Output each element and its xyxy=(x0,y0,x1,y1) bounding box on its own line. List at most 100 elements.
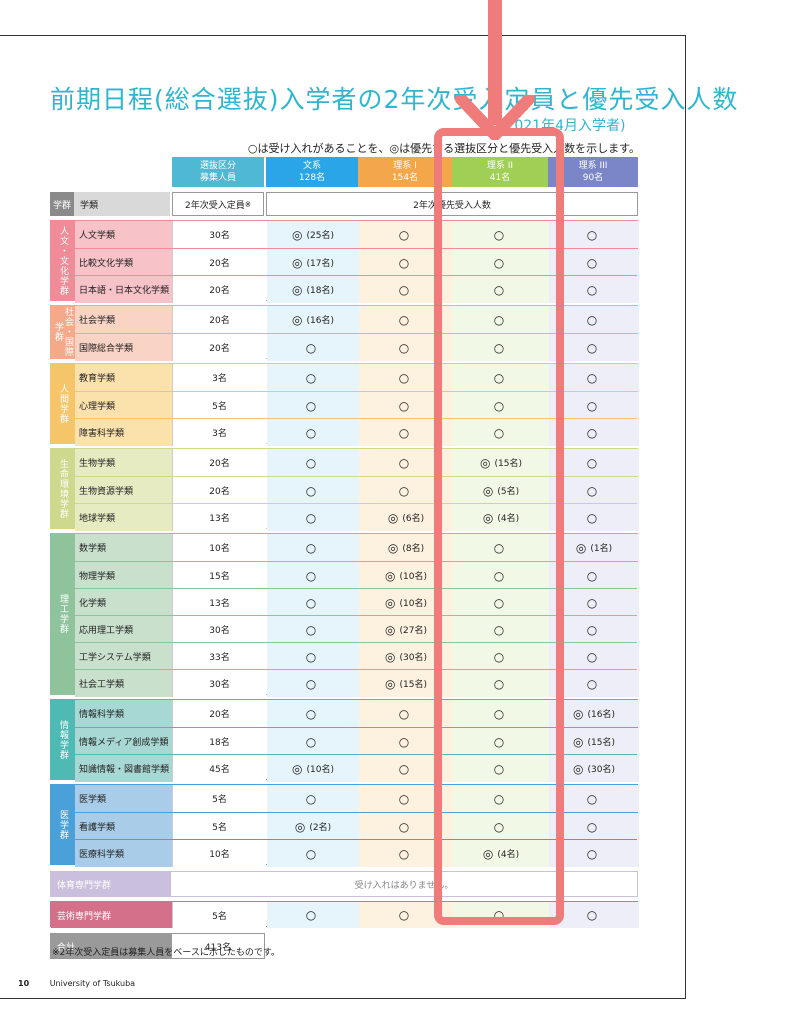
row-capacity: 13名 xyxy=(172,589,266,616)
column-bg xyxy=(267,785,359,812)
column-bg xyxy=(453,306,549,333)
priority-cell: ○ xyxy=(453,276,549,303)
header-capacity: 2年次受入定員 ※ xyxy=(172,192,264,216)
priority-symbol: ◎ xyxy=(292,761,303,776)
priority-cell: ○ xyxy=(267,334,359,361)
row-capacity: 3名 xyxy=(172,419,266,446)
priority-cell: ◎ (4名) xyxy=(453,840,549,867)
priority-cell: ○ xyxy=(359,334,453,361)
priority-symbol: ○ xyxy=(398,370,410,385)
priority-symbol: ○ xyxy=(398,227,410,242)
priority-symbol: ◎ xyxy=(480,455,491,470)
priority-symbol: ○ xyxy=(586,622,598,637)
column-bg xyxy=(549,449,639,476)
priority-label: 2年次優先受入人数 xyxy=(413,200,491,211)
priority-symbol: ○ xyxy=(305,622,317,637)
column-bg xyxy=(267,616,359,643)
priority-cell: ○ xyxy=(453,670,549,697)
priority-cell: ○ xyxy=(267,504,359,531)
priority-symbol: ○ xyxy=(493,706,505,721)
header-column-name: 文系 xyxy=(302,161,321,171)
priority-cell: ○ xyxy=(549,562,639,589)
priority-cell: ○ xyxy=(359,840,453,867)
priority-cell: ○ xyxy=(267,392,359,419)
gakugun-label: 学群 xyxy=(50,192,74,216)
group-taiiku: 体育専門学群 受け入れはありません。 xyxy=(50,871,638,897)
priority-cell: ○ xyxy=(359,477,453,504)
priority-symbol: ○ xyxy=(398,761,410,776)
column-bg xyxy=(267,643,359,670)
priority-count: (10名) xyxy=(306,765,334,775)
group-label: 情報学群 xyxy=(51,700,75,779)
priority-symbol: ○ xyxy=(398,846,410,861)
column-bg xyxy=(267,477,359,504)
row-capacity: 20名 xyxy=(172,700,266,727)
row-name: 社会学類 xyxy=(75,306,172,333)
priority-symbol: ◎ xyxy=(292,255,303,270)
priority-symbol: ◎ xyxy=(385,676,396,691)
priority-symbol: ○ xyxy=(398,340,410,355)
org-name: University of Tsukuba xyxy=(49,979,136,988)
priority-symbol: ○ xyxy=(398,255,410,270)
priority-symbol: ○ xyxy=(305,370,317,385)
column-bg xyxy=(267,334,359,361)
column-bg xyxy=(267,449,359,476)
page-title: 前期日程(総合選抜)入学者の2年次受入定員と優先受入人数 xyxy=(50,85,739,114)
priority-symbol: ○ xyxy=(586,676,598,691)
priority-cell: ○ xyxy=(549,616,639,643)
row-capacity: 15名 xyxy=(172,562,266,589)
priority-symbol: ◎ xyxy=(292,282,303,297)
row-capacity: 5名 xyxy=(172,785,266,812)
priority-count: (16名) xyxy=(587,710,615,720)
priority-cell: ○ xyxy=(267,728,359,755)
priority-count: (5名) xyxy=(497,487,520,497)
priority-cell: ○ xyxy=(549,221,639,248)
priority-cell: ◎ (10名) xyxy=(359,589,453,616)
priority-cell: ○ xyxy=(549,334,639,361)
row-name: 芸術専門学群 xyxy=(51,902,172,928)
column-bg xyxy=(549,785,639,812)
row-name: 医療科学類 xyxy=(75,840,172,867)
column-bg xyxy=(267,728,359,755)
priority-cell: ○ xyxy=(549,643,639,670)
row-name: 化学類 xyxy=(75,589,172,616)
priority-symbol: ◎ xyxy=(294,819,306,834)
column-bg xyxy=(267,392,359,419)
priority-cell: ○ xyxy=(359,276,453,303)
table-row: 比較文化学類 20名 ◎ (17名) ○ ○ ○ xyxy=(75,248,639,276)
priority-symbol: ○ xyxy=(586,255,598,270)
priority-cell: ○ xyxy=(267,902,359,928)
column-bg xyxy=(453,449,549,476)
priority-symbol: ◎ xyxy=(482,510,494,525)
header-column-name: 理系 II xyxy=(486,161,514,171)
priority-symbol: ○ xyxy=(398,791,410,806)
group-label: 人文・文化学群 xyxy=(51,221,75,300)
group-label: 理工学群 xyxy=(51,534,75,694)
row-name: 看護学類 xyxy=(75,813,172,840)
priority-cell: ○ xyxy=(453,643,549,670)
priority-cell: ◎ (18名) xyxy=(267,276,359,303)
column-bg xyxy=(549,755,639,782)
priority-cell: ○ xyxy=(359,221,453,248)
priority-cell: ○ xyxy=(549,477,639,504)
row-name: 心理学類 xyxy=(75,392,172,419)
column-bg xyxy=(549,534,639,561)
priority-cell: ○ xyxy=(267,534,359,561)
priority-symbol: ○ xyxy=(493,540,505,555)
priority-count: (30名) xyxy=(587,765,615,775)
priority-symbol: ○ xyxy=(305,483,317,498)
priority-symbol: ◎ xyxy=(385,622,396,637)
priority-symbol: ○ xyxy=(305,340,317,355)
row-name: 地球学類 xyxy=(75,504,172,531)
priority-symbol: ○ xyxy=(305,425,317,440)
header-category-title: 選抜区分 xyxy=(199,161,236,171)
priority-cell: ○ xyxy=(453,562,549,589)
priority-cell: ◎ (30名) xyxy=(549,755,639,782)
priority-symbol: ○ xyxy=(398,734,410,749)
priority-cell: ◎ (15名) xyxy=(549,728,639,755)
row-capacity: 5名 xyxy=(172,813,266,840)
priority-count: (15名) xyxy=(587,738,615,748)
priority-cell: ○ xyxy=(453,249,549,276)
column-bg xyxy=(453,221,549,248)
priority-cell: ○ xyxy=(453,813,549,840)
